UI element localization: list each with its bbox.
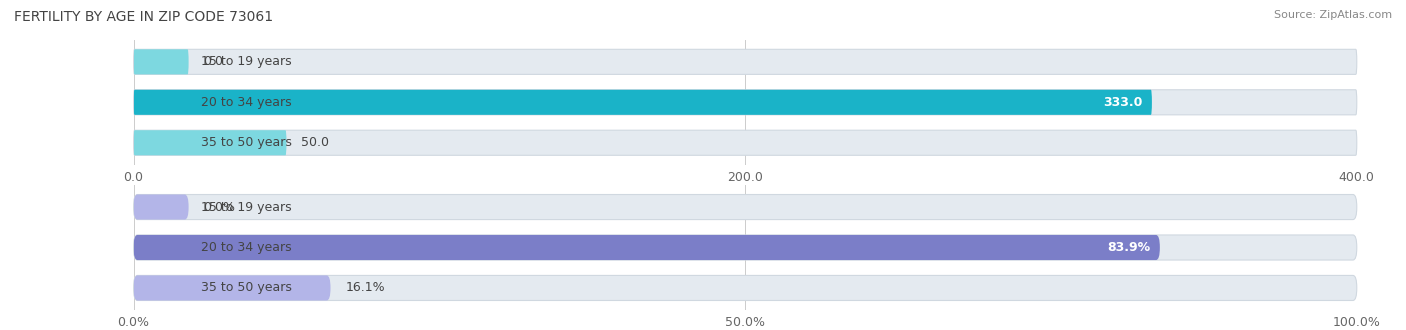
Text: 0.0: 0.0 — [204, 55, 224, 68]
FancyBboxPatch shape — [134, 130, 287, 155]
FancyBboxPatch shape — [134, 194, 188, 219]
FancyBboxPatch shape — [134, 276, 330, 301]
FancyBboxPatch shape — [134, 49, 1357, 74]
Text: 20 to 34 years: 20 to 34 years — [201, 241, 291, 254]
FancyBboxPatch shape — [134, 276, 1357, 301]
FancyBboxPatch shape — [134, 49, 188, 74]
Text: 15 to 19 years: 15 to 19 years — [201, 55, 291, 68]
Text: 333.0: 333.0 — [1102, 96, 1142, 109]
Text: 0.0%: 0.0% — [204, 201, 235, 214]
Text: 20 to 34 years: 20 to 34 years — [201, 96, 291, 109]
FancyBboxPatch shape — [134, 235, 1357, 260]
Text: 83.9%: 83.9% — [1107, 241, 1150, 254]
FancyBboxPatch shape — [134, 90, 1152, 115]
Text: FERTILITY BY AGE IN ZIP CODE 73061: FERTILITY BY AGE IN ZIP CODE 73061 — [14, 10, 273, 24]
FancyBboxPatch shape — [134, 194, 1357, 219]
FancyBboxPatch shape — [134, 90, 1357, 115]
FancyBboxPatch shape — [134, 235, 1160, 260]
Text: 35 to 50 years: 35 to 50 years — [201, 136, 291, 149]
Text: 35 to 50 years: 35 to 50 years — [201, 281, 291, 294]
Text: 16.1%: 16.1% — [346, 281, 385, 294]
Text: Source: ZipAtlas.com: Source: ZipAtlas.com — [1274, 10, 1392, 20]
FancyBboxPatch shape — [134, 130, 1357, 155]
Text: 50.0: 50.0 — [301, 136, 329, 149]
Text: 15 to 19 years: 15 to 19 years — [201, 201, 291, 214]
